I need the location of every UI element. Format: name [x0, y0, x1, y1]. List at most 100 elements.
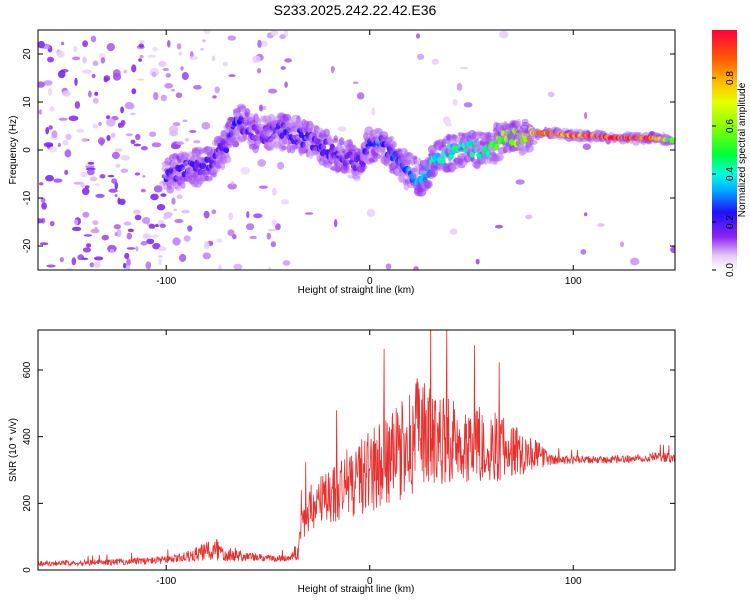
spectrogram-noise-blob — [142, 233, 151, 240]
spectrogram-noise-blob — [125, 133, 133, 136]
x-tick-label: 0 — [367, 576, 373, 587]
spectrogram-noise-blob — [81, 187, 90, 196]
spectrogram-noise-blob — [417, 53, 425, 61]
spectrogram-noise-blob — [352, 81, 359, 85]
spectrogram-noise-blob — [97, 137, 106, 145]
spectrogram-halo-blob — [339, 137, 345, 146]
spectrogram-noise-blob — [110, 248, 115, 253]
spectrogram-noise-blob — [200, 47, 205, 51]
spectrogram-noise-blob — [39, 182, 44, 186]
spectrogram-noise-blob — [227, 229, 235, 237]
spectrogram-noise-blob — [272, 187, 277, 196]
spectrogram-noise-blob — [334, 219, 338, 228]
spectrogram-noise-blob — [114, 182, 119, 190]
spectrogram-halo-blob — [342, 161, 350, 171]
spectrogram-noise-blob — [257, 39, 262, 49]
spectrogram-halo-blob — [255, 139, 261, 146]
spectrogram-noise-blob — [130, 112, 136, 116]
spectrogram-halo-blob — [293, 144, 298, 149]
spectrogram-noise-blob — [72, 56, 81, 61]
spectrogram-noise-blob — [202, 39, 206, 43]
spectrogram-halo-blob — [361, 164, 368, 170]
spectrogram-noise-blob — [415, 33, 421, 39]
spectrogram-noise-blob — [49, 146, 57, 153]
spectrogram-noise-blob — [90, 176, 98, 182]
spectrogram-noise-blob — [68, 115, 79, 122]
spectrogram-halo-blob — [525, 143, 534, 153]
spectrogram-noise-blob — [152, 242, 161, 250]
spectrogram-noise-blob — [203, 241, 210, 250]
spectrogram-noise-blob — [499, 30, 509, 39]
spectrogram-noise-blob — [304, 212, 314, 215]
colorbar-tick-label: 0.2 — [725, 215, 736, 229]
spectrogram-noise-blob — [193, 140, 201, 144]
spectrogram-noise-blob — [43, 80, 53, 86]
spectrogram-noise-blob — [282, 260, 291, 266]
spectrogram-halo-blob — [214, 164, 223, 169]
spectrogram-noise-blob — [164, 83, 174, 89]
y-tick-label: 0 — [22, 567, 33, 573]
spectrogram-noise-blob — [582, 143, 591, 150]
spectrogram-halo-blob — [494, 152, 504, 162]
spectrogram-noise-blob — [227, 35, 236, 41]
spectrogram-noise-blob — [176, 194, 183, 200]
spectrogram-noise-blob — [584, 111, 588, 120]
spectrogram-noise-blob — [73, 45, 78, 53]
spectrogram-noise-blob — [228, 74, 236, 77]
y-tick-label: 10 — [22, 96, 33, 108]
spectrogram-noise-blob — [39, 242, 49, 246]
spectrogram-noise-blob — [284, 81, 288, 88]
spectrogram-noise-blob — [112, 72, 122, 81]
spectrogram-noise-blob — [107, 174, 115, 178]
y-tick-label: 400 — [22, 428, 33, 445]
spectrogram-noise-blob — [41, 202, 47, 210]
spectrogram-noise-blob — [49, 221, 55, 227]
spectrogram-noise-blob — [139, 55, 144, 59]
spectrogram-noise-blob — [152, 46, 158, 52]
spectrogram-noise-blob — [80, 181, 85, 188]
spectrogram-noise-blob — [82, 56, 87, 64]
spectrogram-noise-blob — [547, 91, 555, 98]
spectrogram-noise-blob — [246, 211, 250, 219]
spectrogram-noise-blob — [120, 155, 130, 161]
spectrogram-noise-blob — [597, 223, 605, 227]
spectrogram-noise-blob — [93, 261, 101, 269]
x-tick-label: 0 — [367, 276, 373, 287]
spectrogram-noise-blob — [135, 246, 139, 252]
spectrogram-noise-blob — [58, 117, 68, 121]
spectrogram-halo-blob — [254, 117, 262, 127]
spectrogram-noise-blob — [260, 40, 268, 47]
spectrogram-noise-blob — [216, 238, 223, 243]
spectrogram-noise-blob — [445, 122, 452, 127]
spectrogram-noise-blob — [82, 247, 91, 253]
spectrogram-noise-blob — [92, 60, 99, 67]
spectrogram-noise-blob — [257, 67, 262, 74]
snr-y-ticks: 0 200 400 600 — [22, 361, 675, 573]
spectrogram-noise-blob — [47, 56, 54, 63]
x-tick-label: 100 — [565, 276, 582, 287]
spectrogram-noise-blob — [138, 40, 145, 44]
spectrogram-halo-blob — [406, 155, 413, 161]
colorbar-tick-label: 0.8 — [725, 71, 736, 85]
spectrogram-noise-blob — [127, 228, 134, 233]
spectrogram-noise-blob — [145, 261, 152, 270]
colorbar-tick-label: 0.0 — [725, 263, 736, 277]
spectrogram-noise-blob — [130, 139, 136, 144]
spectrogram-noise-blob — [94, 91, 99, 96]
spectrogram-noise-blob — [151, 71, 157, 78]
spectrogram-noise-blob — [46, 264, 56, 268]
spectrogram-noise-blob — [120, 119, 126, 126]
spectrogram-noise-blob — [189, 56, 199, 60]
spectrogram-noise-blob — [86, 168, 95, 176]
spectrogram-noise-blob — [48, 87, 53, 96]
spectrogram-halo-blob — [368, 157, 378, 163]
spectrogram-noise-blob — [111, 178, 118, 184]
spectrogram-noise-blob — [87, 161, 95, 165]
spectrogram-noise-blob — [147, 54, 157, 58]
spectrogram-halo-blob — [323, 128, 330, 137]
y-tick-label: 20 — [22, 48, 33, 60]
spectrogram-halo-blob — [295, 118, 303, 126]
spectrogram-noise-blob — [580, 249, 587, 255]
spectrogram-noise-blob — [456, 82, 463, 91]
